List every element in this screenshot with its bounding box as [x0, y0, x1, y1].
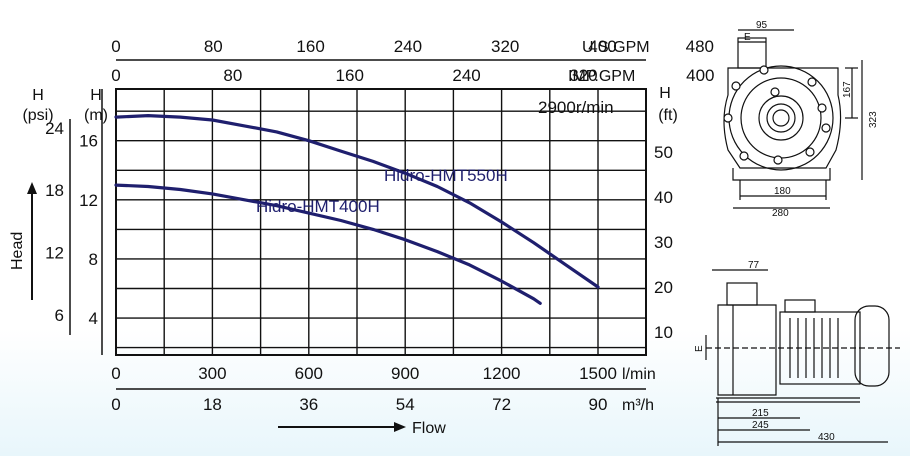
tick-head-ft: 30 — [654, 233, 673, 252]
tick-lpm: 0 — [111, 364, 120, 383]
series-line-1 — [114, 183, 542, 305]
tick-head-m: 4 — [89, 309, 98, 328]
tick-m3h: 36 — [299, 395, 318, 414]
tick-lpm: 1200 — [483, 364, 521, 383]
lpm-unit: l/min — [622, 366, 656, 383]
tick-head-psi: 12 — [45, 243, 64, 262]
tick-head-m: 16 — [79, 132, 98, 151]
svg-text:Flow: Flow — [412, 420, 446, 437]
tick-head-ft: 20 — [654, 278, 673, 297]
dim-180: 180 — [774, 186, 791, 197]
dim-167: 167 — [842, 81, 853, 98]
tick-usgpm: 240 — [394, 37, 422, 56]
flow-label: Flow — [278, 420, 446, 437]
tick-head-m: 12 — [79, 191, 98, 210]
tick-head-psi: 24 — [45, 119, 64, 138]
tick-usgpm: 80 — [204, 37, 223, 56]
tick-m3h: 0 — [111, 395, 120, 414]
usgpm-unit: U.S.GPM — [582, 39, 650, 56]
pump-front-view-drawing — [723, 29, 863, 209]
m-axis-h: H — [90, 87, 102, 104]
m-axis-unit: (m) — [84, 107, 108, 124]
tick-lpm: 1500 — [579, 364, 617, 383]
dim-323: 323 — [868, 111, 879, 128]
series-label-hmt550h: Hidro-HMT550H — [384, 166, 508, 185]
tick-lpm: 900 — [391, 364, 419, 383]
tick-usgpm: 400 — [588, 37, 616, 56]
dim-215: 215 — [752, 408, 769, 419]
tick-usgpm: 320 — [491, 37, 519, 56]
tick-head-ft: 10 — [654, 323, 673, 342]
head-label: Head — [9, 182, 37, 300]
tick-impgpm: 240 — [452, 66, 480, 85]
chart-grid — [69, 59, 647, 390]
tick-impgpm: 80 — [223, 66, 242, 85]
series-line-0 — [114, 114, 600, 289]
dim-245: 245 — [752, 420, 769, 431]
tick-head-ft: 40 — [654, 188, 673, 207]
ft-axis-unit: (ft) — [658, 107, 678, 124]
tick-m3h: 18 — [203, 395, 222, 414]
impgpm-unit: IMP.GPM — [568, 68, 635, 85]
series-label-hmt400h: Hidro-HMT400H — [256, 197, 380, 216]
tick-impgpm: 320 — [569, 66, 597, 85]
dim-77: 77 — [748, 260, 760, 271]
dim-430: 430 — [818, 432, 835, 443]
tick-impgpm: 400 — [686, 66, 714, 85]
dim-280: 280 — [772, 208, 789, 219]
tick-head-psi: 6 — [55, 306, 64, 325]
tick-m3h: 54 — [396, 395, 415, 414]
tick-lpm: 300 — [198, 364, 226, 383]
m3h-unit: m³/h — [622, 397, 654, 414]
tick-m3h: 90 — [589, 395, 608, 414]
tick-lpm: 600 — [295, 364, 323, 383]
tick-usgpm: 0 — [111, 37, 120, 56]
psi-axis-h: H — [32, 87, 44, 104]
tick-usgpm: 480 — [686, 37, 714, 56]
tick-head-m: 8 — [89, 250, 98, 269]
tick-head-ft: 50 — [654, 143, 673, 162]
ft-axis-h: H — [659, 85, 671, 102]
dim-95: 95 — [756, 20, 768, 31]
dim-e-front: E — [744, 32, 751, 43]
svg-text:Head: Head — [9, 232, 26, 270]
speed-label: 2900r/min — [538, 98, 614, 117]
plot-frame — [115, 88, 647, 356]
pump-curves — [114, 114, 600, 305]
psi-axis-unit: (psi) — [22, 107, 53, 124]
tick-usgpm: 160 — [296, 37, 324, 56]
tick-impgpm: 0 — [111, 66, 120, 85]
tick-m3h: 72 — [492, 395, 511, 414]
tick-impgpm: 160 — [336, 66, 364, 85]
pump-side-view-drawing — [705, 269, 900, 446]
dim-e-side: E — [694, 345, 705, 352]
tick-head-psi: 18 — [45, 181, 64, 200]
